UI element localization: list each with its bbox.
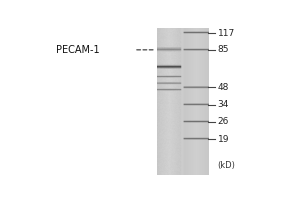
Text: 19: 19 — [218, 135, 229, 144]
Text: 85: 85 — [218, 45, 229, 54]
Text: 48: 48 — [218, 83, 229, 92]
Text: (kD): (kD) — [218, 161, 236, 170]
Text: 26: 26 — [218, 117, 229, 126]
Text: PECAM-1: PECAM-1 — [56, 45, 100, 55]
Text: 117: 117 — [218, 29, 235, 38]
Text: 34: 34 — [218, 100, 229, 109]
